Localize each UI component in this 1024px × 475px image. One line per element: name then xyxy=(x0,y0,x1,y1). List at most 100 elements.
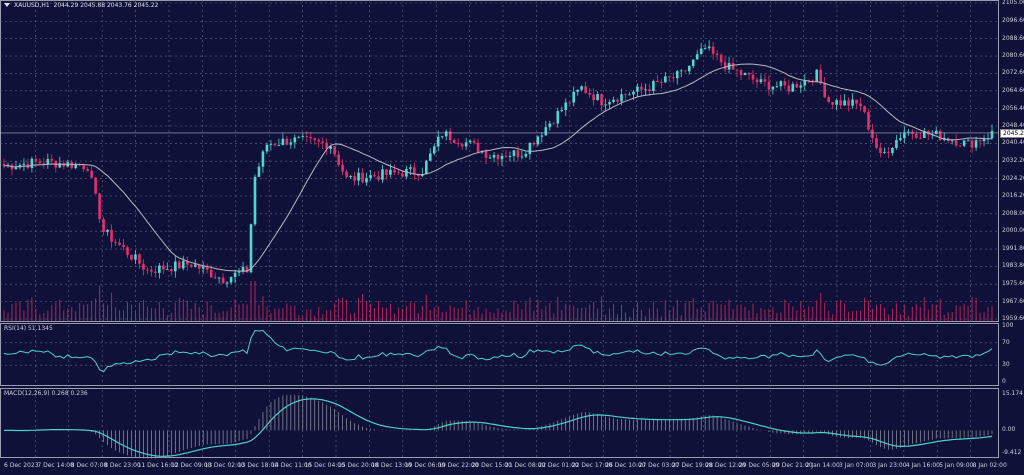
candle xyxy=(867,108,870,132)
panel-border xyxy=(0,388,999,458)
candle xyxy=(122,238,125,251)
candle xyxy=(691,59,695,69)
candle xyxy=(496,153,500,166)
candle xyxy=(365,172,368,186)
candle xyxy=(138,253,141,269)
candle xyxy=(596,91,599,101)
candle xyxy=(887,147,890,159)
candle xyxy=(687,65,691,75)
candle xyxy=(484,149,488,165)
macd-axis-label: 0.00 xyxy=(1002,426,1016,434)
candle xyxy=(249,223,253,274)
candle xyxy=(142,259,145,276)
candle xyxy=(349,175,352,179)
candle xyxy=(954,134,958,148)
candle xyxy=(14,161,18,170)
candle xyxy=(189,264,193,269)
time-label: 20 Dec 15:00 xyxy=(471,462,512,469)
candle xyxy=(843,94,846,107)
price-label: 2105.00 xyxy=(1002,0,1024,6)
time-label: 22 Dec 01:00 xyxy=(538,462,579,469)
candle xyxy=(739,68,743,81)
candle xyxy=(699,42,703,55)
candle xyxy=(261,149,265,173)
candle xyxy=(341,159,344,176)
rsi-line xyxy=(3,329,993,373)
candle xyxy=(26,158,30,170)
candle xyxy=(126,245,129,259)
ohlc-values: 2044.29 2045.88 2043.76 2045.22 xyxy=(53,2,159,9)
time-label: 15 Dec 20:00 xyxy=(338,462,379,469)
time-label: 8 Dec 23:00 xyxy=(104,462,141,469)
candle xyxy=(504,149,508,158)
candle xyxy=(377,170,380,182)
candle xyxy=(771,86,775,95)
macd-axis-label: 15.174 xyxy=(1002,390,1023,397)
time-label: 11 Dec 16:00 xyxy=(137,462,178,469)
candle xyxy=(695,49,699,60)
candle xyxy=(990,124,994,140)
candle xyxy=(277,138,281,146)
current-price-tag: 2045.22 xyxy=(1000,128,1024,138)
rsi-axis-label: 0 xyxy=(1002,378,1006,385)
candle xyxy=(795,81,799,88)
candle xyxy=(237,268,241,277)
time-label: 28 Dec 12:00 xyxy=(705,462,746,469)
candle xyxy=(839,94,842,109)
candle xyxy=(329,144,332,154)
time-label: 27 Dec 19:00 xyxy=(672,462,713,469)
time-label: 15 Dec 04:00 xyxy=(304,462,345,469)
candle xyxy=(660,79,663,89)
candle xyxy=(835,98,838,111)
price-label: 2088.60 xyxy=(1002,34,1024,42)
candle xyxy=(751,69,755,85)
time-label: 3 Jan 07:00 xyxy=(839,462,874,469)
candle xyxy=(38,157,42,165)
candle xyxy=(428,148,432,161)
candle xyxy=(624,93,627,100)
candle xyxy=(285,135,289,146)
candle xyxy=(719,53,723,67)
candle xyxy=(94,177,97,195)
candle xyxy=(440,135,444,139)
candle xyxy=(564,98,568,117)
candle xyxy=(436,130,440,152)
candle xyxy=(233,269,237,283)
time-label: 6 Dec 2023 xyxy=(4,462,39,469)
candle xyxy=(385,168,388,180)
candle xyxy=(130,254,133,261)
candle xyxy=(313,137,317,145)
candle xyxy=(942,132,946,142)
macd-axis-label: -9.412 xyxy=(1002,449,1022,456)
candle xyxy=(456,138,460,148)
candle xyxy=(791,81,795,93)
price-label: 2008.00 xyxy=(1002,209,1024,217)
time-label: 13 Dec 18:00 xyxy=(237,462,279,469)
time-label: 19 Dec 06:00 xyxy=(404,462,446,469)
candle xyxy=(875,134,878,150)
candle xyxy=(401,170,404,178)
candle xyxy=(711,41,715,60)
candle xyxy=(205,263,209,274)
candle xyxy=(444,129,448,141)
candle xyxy=(707,40,711,51)
dropdown-icon[interactable] xyxy=(4,3,10,7)
candle xyxy=(679,68,683,78)
candle xyxy=(580,85,583,92)
price-label: 1983.80 xyxy=(1002,262,1024,270)
candle xyxy=(779,80,783,91)
candle xyxy=(373,171,376,178)
candle xyxy=(520,150,524,160)
candle xyxy=(86,166,89,172)
price-label: 2064.60 xyxy=(1002,86,1024,94)
time-label: 8 Jan 02:00 xyxy=(972,462,1007,469)
candle xyxy=(2,158,6,169)
candle xyxy=(269,139,273,151)
candle xyxy=(544,120,548,136)
time-label: 18 Dec 13:00 xyxy=(371,462,412,469)
candle xyxy=(536,135,540,147)
candle xyxy=(241,261,245,274)
candle xyxy=(361,168,364,184)
candle xyxy=(859,97,862,112)
